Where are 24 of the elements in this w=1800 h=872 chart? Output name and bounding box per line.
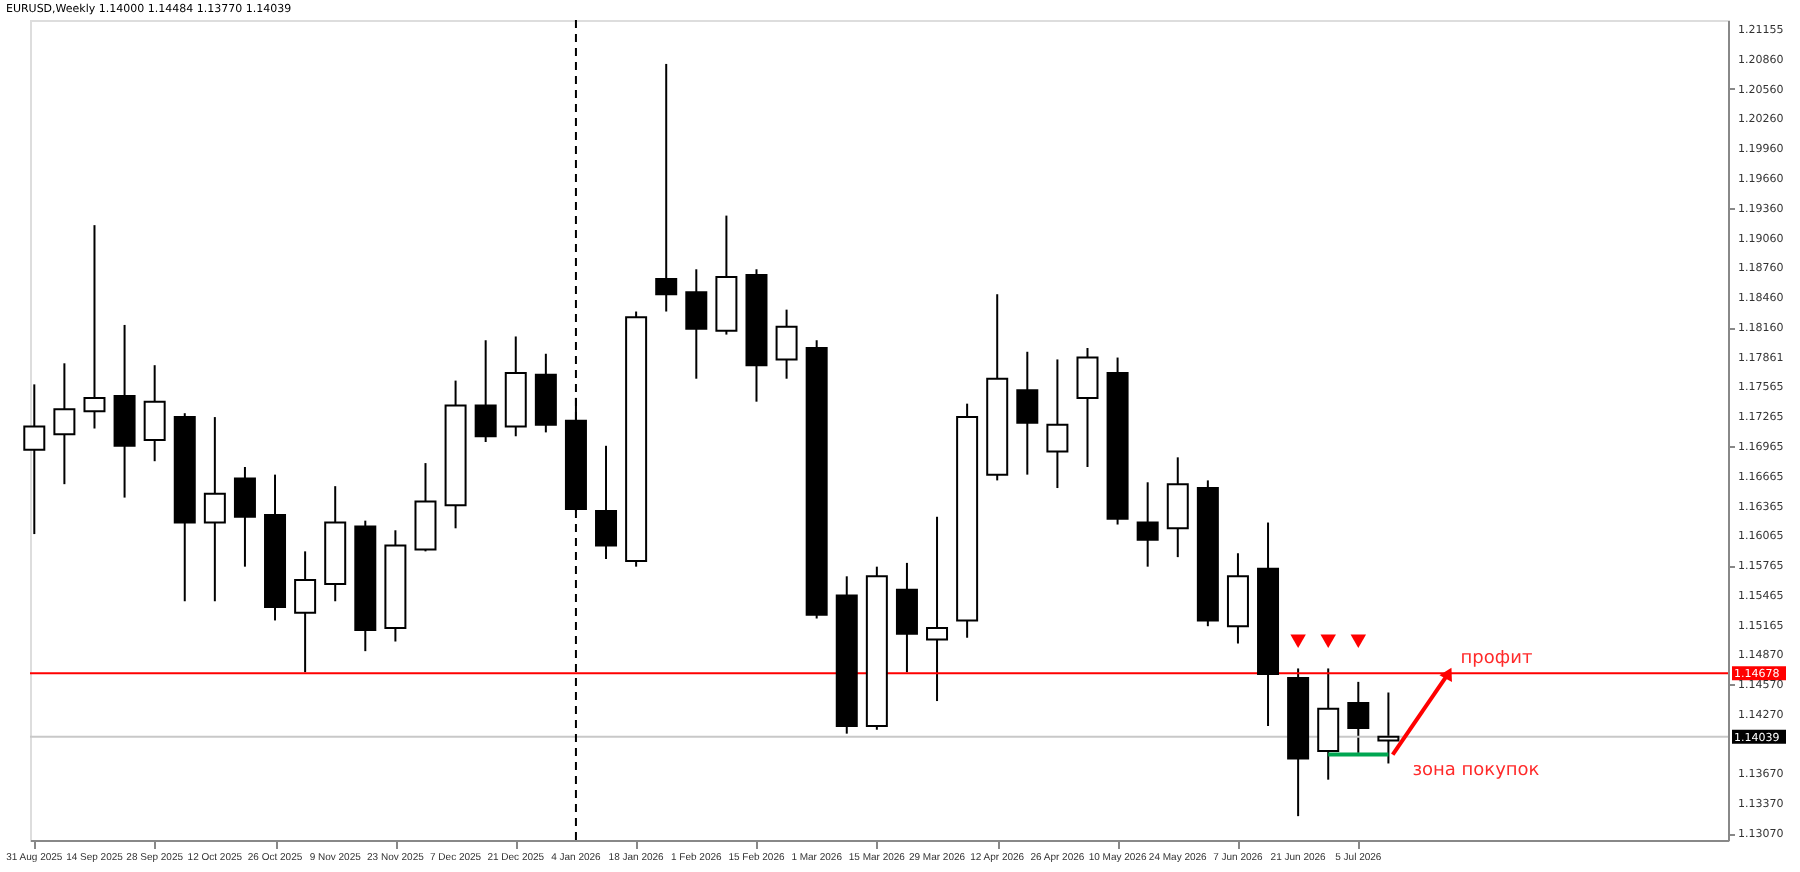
candlestick	[685, 268, 708, 380]
candlestick	[1166, 456, 1189, 559]
candlestick	[1377, 691, 1400, 765]
candlestick	[23, 383, 46, 536]
candlestick	[895, 561, 918, 674]
candlestick	[775, 308, 798, 380]
candlestick	[294, 550, 317, 674]
candlestick	[1076, 347, 1099, 468]
candlestick	[474, 339, 497, 444]
candlestick	[203, 416, 226, 603]
candlestick	[1317, 667, 1340, 781]
candlestick	[1016, 350, 1039, 476]
candlestick	[143, 364, 166, 463]
candlestick	[595, 444, 618, 561]
candlestick	[655, 62, 678, 313]
candlestick	[83, 224, 106, 430]
annotation: зона покупок	[1412, 760, 1541, 781]
candlestick	[1046, 358, 1069, 490]
annotation: профит	[1460, 649, 1533, 670]
candlestick	[1347, 680, 1370, 754]
candlestick	[926, 515, 949, 703]
candlestick	[1136, 481, 1159, 568]
candlestick	[53, 362, 76, 486]
candlestick	[233, 465, 256, 568]
